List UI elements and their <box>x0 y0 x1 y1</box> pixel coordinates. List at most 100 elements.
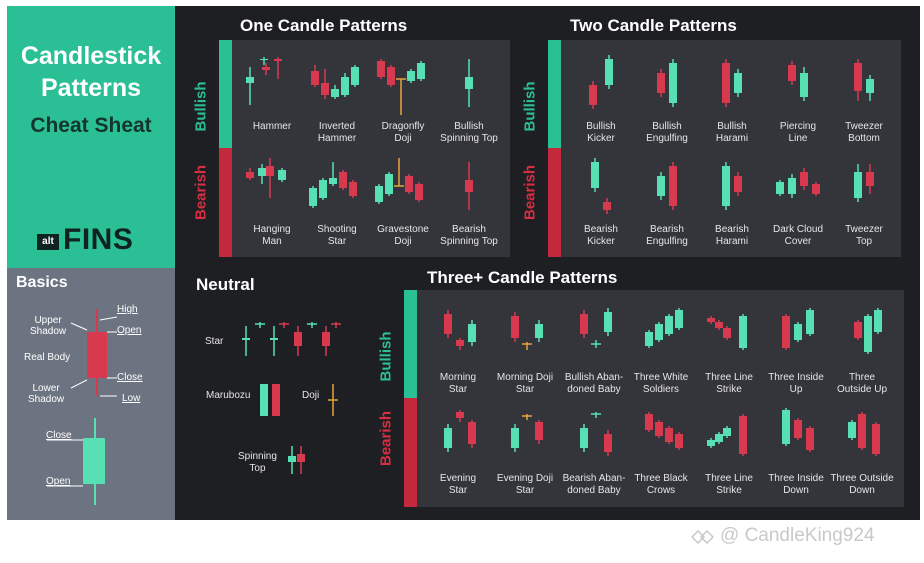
one-bullish-label-2: Dragonfly Doji <box>381 121 425 144</box>
three-bullish-bar <box>404 290 417 398</box>
two-bullish-icon-2 <box>722 59 742 107</box>
candle-1 <box>669 162 677 210</box>
candle-0 <box>657 172 665 200</box>
candle-0 <box>465 162 473 210</box>
candle-2 <box>872 422 880 456</box>
candle-2 <box>535 420 543 444</box>
candle-1 <box>734 172 742 196</box>
candle-1 <box>800 67 808 101</box>
candle-2 <box>812 182 820 196</box>
three-bullish-label-5: Three Inside Up <box>768 372 824 395</box>
candle-0 <box>645 412 653 432</box>
one-bullish-icon-0 <box>246 57 282 105</box>
candle-1 <box>605 55 613 89</box>
two-bullish-icon-3 <box>788 61 808 101</box>
candle-0 <box>782 314 790 350</box>
basics-lower-shadow-pointer <box>70 379 88 389</box>
candle-2 <box>665 426 673 444</box>
neutral-candle-0 <box>242 326 250 356</box>
candle-0 <box>246 168 254 180</box>
candle-4 <box>349 180 357 198</box>
candle-1 <box>866 75 874 101</box>
one-bearish-side-label: Bearish <box>192 164 210 221</box>
three-bearish-icon-5 <box>782 408 814 452</box>
basics-diagram <box>47 309 118 505</box>
title-panel <box>7 6 175 268</box>
two-bullish-icon-0 <box>589 55 613 109</box>
candle-0 <box>707 316 715 324</box>
candle-1 <box>655 420 663 438</box>
three-bullish-label-0: Morning Star <box>439 372 477 395</box>
candle-3 <box>407 69 415 83</box>
one-bullish-side-label: Bullish <box>192 81 210 132</box>
candle-0 <box>645 330 653 348</box>
candle-0 <box>465 59 473 107</box>
candle-2 <box>723 326 731 340</box>
neutral-icons <box>242 322 341 474</box>
candle-0 <box>591 158 599 192</box>
neutral-candle-10 <box>328 384 338 416</box>
neutral-candle-4 <box>294 326 302 356</box>
candle-2 <box>806 308 814 336</box>
neutral-candle-8 <box>260 384 268 416</box>
candle-1 <box>794 322 802 342</box>
candle-0 <box>580 310 588 338</box>
three-bearish-label-4: Three Line Strike <box>705 473 753 496</box>
candle-1 <box>669 59 677 107</box>
one-bearish-label-0: Hanging Man <box>253 224 291 247</box>
candle-0 <box>722 162 730 210</box>
candle-1 <box>319 178 327 200</box>
candle-3 <box>405 174 413 194</box>
title-line-2: Patterns <box>40 74 142 102</box>
candle-2 <box>874 308 882 334</box>
three-bearish-label-1: Evening Doji Star <box>496 473 554 496</box>
three-bearish-label-5: Three Inside Down <box>768 473 824 496</box>
candle-1 <box>591 340 601 348</box>
candle-1 <box>456 338 464 350</box>
two-bearish-icon-2 <box>722 162 742 210</box>
candle-0 <box>511 424 519 452</box>
logo-name: FINS <box>63 223 134 256</box>
basics-green-body <box>83 438 105 484</box>
candle-2 <box>468 320 476 346</box>
candle-0 <box>511 312 519 342</box>
neutral-marubozu-label: Marubozu <box>206 390 251 401</box>
candle-0 <box>854 59 862 101</box>
candle-1 <box>858 412 866 450</box>
candle-1 <box>385 172 393 196</box>
three-bullish-icon-6 <box>854 308 882 354</box>
candle-2 <box>329 162 337 186</box>
neutral-candle-6 <box>322 326 330 356</box>
candle-0 <box>444 310 452 338</box>
neutral-doji-label: Doji <box>302 390 320 401</box>
three-bullish-label-1: Morning Doji Star <box>496 372 554 395</box>
candle-0 <box>848 420 856 440</box>
candle-1 <box>387 65 395 87</box>
candle-1 <box>522 342 532 350</box>
candle-1 <box>522 414 532 420</box>
candle-2 <box>331 85 339 99</box>
two-bearish-icon-0 <box>591 158 611 214</box>
two-bearish-bar <box>548 148 561 257</box>
three-bearish-label-0: Evening Star <box>439 473 477 496</box>
candle-4 <box>351 65 359 87</box>
section-title-three: Three+ Candle Patterns <box>427 268 618 287</box>
one-bullish-icon-2 <box>377 59 425 115</box>
candle-3 <box>675 432 683 450</box>
label-real-body: Real Body <box>24 352 71 363</box>
basics-high-pointer <box>99 316 118 321</box>
neutral-star-label: Star <box>205 336 224 347</box>
one-bearish-icon-1 <box>309 162 357 208</box>
candle-0 <box>782 408 790 446</box>
three-bullish-label-6: Three Outside Up <box>836 372 888 395</box>
candle-3 <box>339 170 347 190</box>
three-bullish-label-2: Bullish Aban- doned Baby <box>564 372 624 395</box>
candle-0 <box>246 67 254 105</box>
three-bearish-icon-3 <box>645 412 683 450</box>
candle-1 <box>655 322 663 342</box>
candle-2 <box>604 308 612 336</box>
one-bullish-label-0: Hammer <box>252 121 292 132</box>
watermark-text: @ CandleKing924 <box>720 525 875 546</box>
label-upper-shadow: Upper Shadow <box>30 315 67 337</box>
three-bearish-icon-4 <box>707 414 747 456</box>
